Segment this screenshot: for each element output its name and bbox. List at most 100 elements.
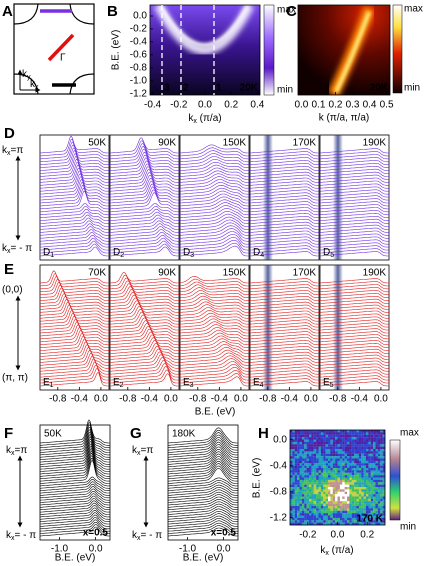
edc-curve [109,157,179,174]
x-tick-label: 0.2 [329,100,343,111]
pixel [318,434,321,438]
pixel [320,501,324,504]
pixel [342,432,345,435]
pixel [311,437,314,440]
pixel [344,482,348,485]
edc-curve [168,489,238,499]
pixel [299,446,302,450]
temperature: 180K [172,429,196,440]
pixel [320,465,324,469]
pixel [339,487,343,490]
pixel [306,437,310,440]
pixel [373,517,376,521]
pixel [313,477,317,480]
pixel [358,508,362,511]
edc-curve [249,148,319,154]
edc-curve [39,279,109,293]
pixel [306,444,310,447]
pixel [382,498,386,502]
pixel [330,503,333,507]
pixel [311,496,314,499]
edc-curve [319,328,389,334]
pixel [290,439,293,442]
pixel [294,491,298,495]
pixel [318,520,321,523]
pixel [339,468,343,471]
edc-curve [319,346,389,351]
pixel [292,477,295,480]
pixel [306,487,310,490]
pixel [380,479,383,483]
pixel [342,446,345,450]
pixel [306,470,310,473]
pixel [342,458,345,461]
pixel [366,517,369,521]
pixel [294,522,298,526]
kx-bottom-part: k [2,243,8,254]
pixel [294,510,298,514]
edc-curve [179,202,249,213]
pixel [318,456,321,459]
temperature: 150K [223,268,247,279]
pixel [349,515,352,518]
pixel [377,432,381,435]
pixel [318,503,321,507]
edc-curve [39,435,110,460]
pixel [377,520,381,523]
pixel [292,475,295,478]
pixel [375,482,378,485]
pixel [290,508,293,511]
edc-curve [109,366,179,381]
pixel [292,444,295,447]
pixel [328,432,331,435]
pixel [375,491,378,495]
pixel [306,460,310,464]
pixel [323,506,326,509]
edc-curve [179,184,249,195]
pixel [323,463,326,466]
pixel [318,487,321,490]
edc-curve [168,451,238,468]
pixel [323,489,326,492]
pixel [351,494,355,497]
pixel [339,456,343,459]
pixel [375,465,378,469]
pixel [366,494,369,497]
pixel [290,515,293,518]
pixel [339,482,343,485]
cut-lines [161,5,215,95]
edc-curve [319,163,389,168]
pixel [299,463,302,466]
pixel [311,517,314,521]
pixel [344,487,348,490]
pixel [301,453,305,457]
edc-curve [249,290,320,296]
pixel [301,430,305,433]
edc-curve [39,433,110,458]
pixel [342,491,345,495]
edc-curve [109,291,179,304]
pixel [373,449,376,452]
pixel [337,468,340,471]
pixel [347,439,350,442]
x-axis-label: B.E. (eV) [183,553,224,564]
x-tick-label: 0.0 [164,394,178,405]
pixel [358,453,362,457]
colorbar [389,439,401,521]
pixel [328,460,331,464]
edc-curve [39,344,109,360]
pixel [313,430,317,433]
pixel [299,479,302,483]
pixel [320,503,324,507]
pixel [347,463,350,466]
edc-curve [179,367,250,378]
edc-curve [249,313,319,319]
pixel [366,479,369,483]
pixel [377,484,381,488]
pixel [325,491,329,495]
pixel [356,463,359,466]
pixel [361,503,364,507]
pixel [320,513,324,516]
pixel [332,498,336,502]
pixel [363,498,367,502]
